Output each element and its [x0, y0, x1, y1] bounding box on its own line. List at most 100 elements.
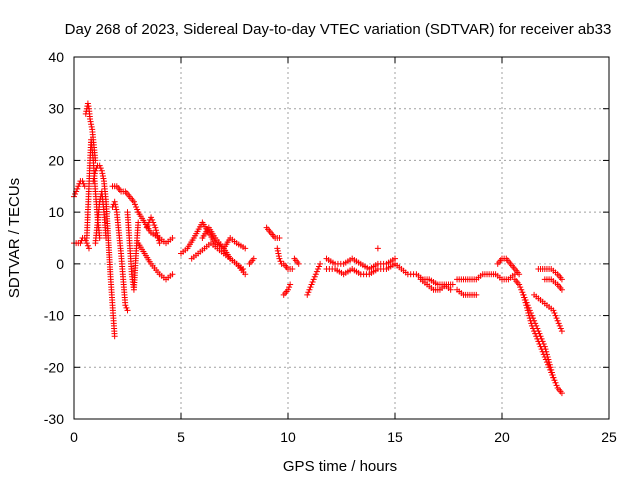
- data-point: [153, 229, 160, 236]
- data-point: [531, 317, 538, 324]
- data-point: [544, 353, 551, 360]
- data-point: [520, 291, 527, 298]
- data-point: [82, 237, 89, 244]
- data-point: [550, 374, 557, 381]
- data-point: [151, 222, 158, 229]
- data-point: [308, 281, 315, 288]
- data-point: [526, 307, 533, 314]
- data-point: [538, 335, 545, 342]
- data-point: [548, 369, 555, 376]
- data-point: [295, 260, 302, 267]
- data-point: [99, 172, 106, 179]
- data-point: [519, 289, 526, 296]
- data-point: [527, 309, 534, 316]
- data-point: [539, 338, 546, 345]
- data-point: [516, 271, 523, 278]
- data-point: [242, 271, 249, 278]
- data-point: [285, 286, 291, 293]
- data-point: [149, 216, 156, 223]
- data-point: [96, 162, 103, 169]
- data-point: [169, 235, 176, 241]
- data-point: [135, 219, 142, 226]
- data-point: [103, 235, 110, 241]
- data-point: [156, 240, 163, 247]
- data-point: [87, 116, 94, 123]
- data-point: [447, 286, 454, 293]
- data-point: [537, 333, 544, 340]
- data-point: [547, 364, 554, 371]
- data-point: [536, 330, 543, 337]
- data-point: [131, 201, 138, 208]
- data-point: [541, 343, 548, 350]
- data-point: [558, 276, 565, 283]
- axis-ticks: 0 5 10 15 20 25 -30 -20 -10 0 10 20 30 40: [44, 49, 617, 445]
- data-point: [314, 266, 321, 273]
- y-tick-label: -30: [44, 411, 64, 427]
- data-point: [305, 289, 312, 296]
- y-tick-label: -20: [44, 359, 64, 375]
- chart-title: Day 268 of 2023, Sidereal Day-to-day VTE…: [65, 21, 612, 38]
- data-point: [306, 286, 313, 293]
- data-point: [91, 172, 98, 179]
- data-point: [72, 191, 79, 198]
- data-point: [98, 167, 105, 174]
- data-point: [549, 372, 556, 379]
- data-point: [556, 322, 563, 329]
- y-tick-label: 30: [48, 101, 64, 117]
- data-point: [79, 178, 86, 185]
- data-point: [85, 245, 92, 252]
- y-axis-label: SDTVAR / TECUs: [6, 178, 23, 298]
- data-point: [97, 165, 104, 172]
- data-point: [313, 268, 320, 275]
- data-point: [276, 235, 283, 241]
- data-point: [534, 325, 541, 332]
- data-point: [143, 224, 150, 231]
- data-point: [74, 185, 81, 192]
- data-point: [289, 266, 296, 273]
- data-point: [310, 276, 317, 283]
- x-axis-label: GPS time / hours: [283, 458, 397, 475]
- x-tick-label: 25: [601, 429, 617, 445]
- data-point: [555, 320, 562, 327]
- data-point: [543, 351, 550, 358]
- data-point: [123, 304, 130, 311]
- data-point: [518, 286, 525, 293]
- data-point: [517, 284, 524, 291]
- data-point: [91, 170, 98, 177]
- data-point: [169, 271, 176, 278]
- data-point: [84, 242, 91, 249]
- data-point: [77, 240, 84, 247]
- data-point: [548, 366, 555, 373]
- y-tick-label: 40: [48, 49, 64, 65]
- y-tick-label: -10: [44, 308, 64, 324]
- grid: [74, 57, 609, 419]
- data-point: [84, 100, 91, 107]
- data-point: [155, 235, 162, 241]
- data-point: [275, 253, 282, 260]
- data-point: [522, 297, 529, 304]
- data-point: [535, 328, 542, 335]
- data-point: [112, 203, 119, 210]
- y-tick-label: 10: [48, 204, 64, 220]
- data-point: [87, 118, 94, 125]
- data-point: [516, 281, 523, 288]
- data-point: [274, 245, 281, 252]
- data-point: [524, 302, 531, 309]
- data-point: [312, 271, 319, 278]
- data-point: [392, 255, 398, 262]
- data-point: [124, 307, 131, 314]
- data-point: [525, 304, 532, 311]
- data-point: [88, 121, 95, 128]
- data-point: [240, 266, 247, 273]
- data-point: [311, 273, 318, 280]
- data-point: [287, 281, 294, 288]
- data-point: [122, 302, 129, 309]
- data-point: [113, 206, 120, 213]
- data-point: [133, 203, 140, 210]
- data-point: [80, 180, 87, 187]
- plot-frame: [73, 56, 610, 420]
- data-point: [277, 258, 284, 265]
- data-point: [307, 284, 314, 291]
- y-tick-label: 20: [48, 152, 64, 168]
- x-tick-label: 15: [387, 429, 403, 445]
